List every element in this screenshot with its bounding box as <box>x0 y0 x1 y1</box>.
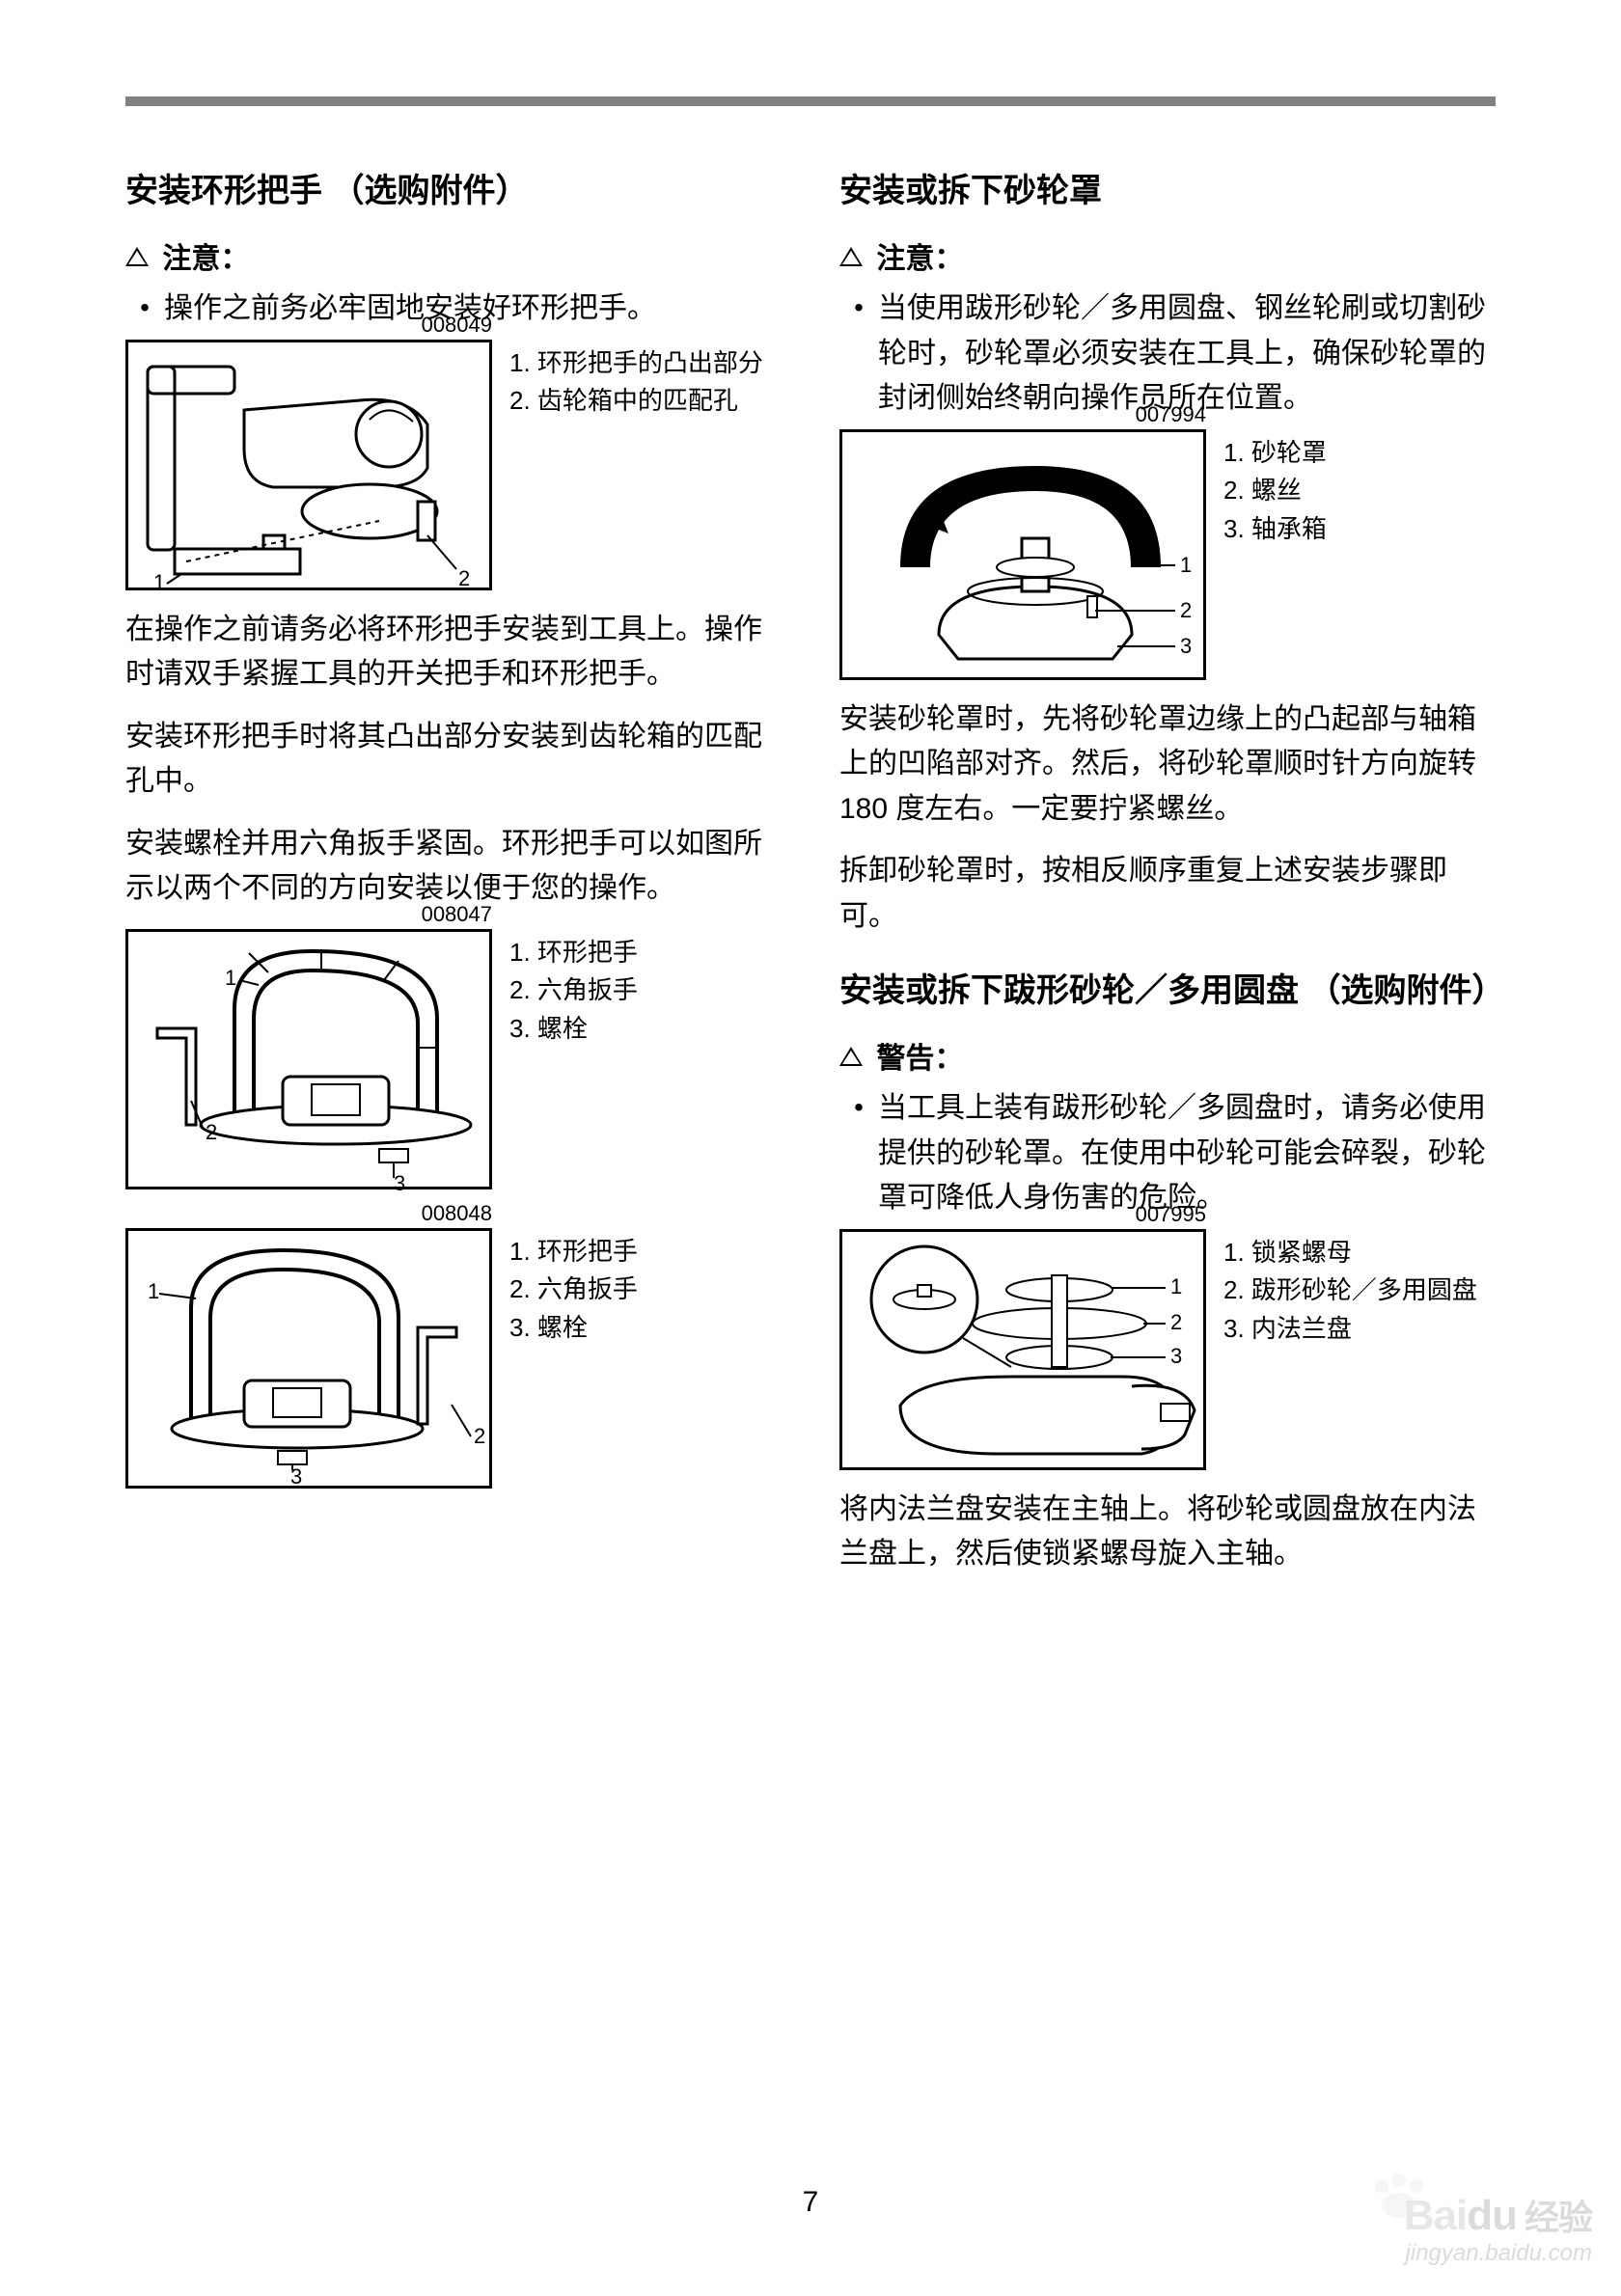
svg-text:2: 2 <box>1180 598 1192 622</box>
legend-item: 1. 环形把手 <box>509 1234 638 1271</box>
caution-row: 注意： <box>839 234 1496 277</box>
loop-handle-side-icon: 1 2 3 <box>128 1231 495 1491</box>
figure-box: 1 2 3 <box>839 429 1206 680</box>
legend-item: 1. 环形把手的凸出部分 <box>509 345 763 382</box>
figure-block-008048: 008048 1 2 <box>125 1228 782 1489</box>
figure-legend: 1. 锁紧螺母 2. 跋形砂轮／多用圆盘 3. 内法兰盘 <box>1223 1229 1477 1350</box>
svg-text:3: 3 <box>394 1171 405 1192</box>
figure-block-008047: 008047 <box>125 929 782 1189</box>
section-title-wheel-guard: 安装或拆下砂轮罩 <box>839 164 1496 211</box>
svg-text:1: 1 <box>148 1279 159 1303</box>
svg-text:2: 2 <box>474 1424 485 1448</box>
wheel-guard-icon: 1 2 3 <box>842 432 1209 683</box>
paw-icon <box>1370 2173 1428 2221</box>
figure-id: 008047 <box>422 902 492 927</box>
bullet-dot: • <box>839 287 878 422</box>
caution-label: 注意： <box>162 243 249 275</box>
svg-text:1: 1 <box>1170 1274 1182 1298</box>
top-bar <box>125 96 1496 106</box>
figure-box: 1 2 3 <box>125 1228 492 1489</box>
legend-item: 3. 螺栓 <box>509 1310 638 1347</box>
left-column: 安装环形把手 （选购附件） 注意： • 操作之前务必牢固地安装好环形把手。 00… <box>125 164 782 1577</box>
legend-item: 1. 锁紧螺母 <box>1223 1235 1477 1271</box>
figure-box: 1 2 3 <box>839 1229 1206 1470</box>
section-title-loop-handle: 安装环形把手 （选购附件） <box>125 164 782 211</box>
caution-icon <box>839 247 863 266</box>
right-column: 安装或拆下砂轮罩 注意： • 当使用跋形砂轮／多用圆盘、钢丝轮刷或切割砂轮时，砂… <box>839 164 1496 1577</box>
warning-label: 警告： <box>876 1043 963 1075</box>
legend-item: 1. 环形把手 <box>509 935 638 971</box>
paragraph: 在操作之前请务必将环形把手安装到工具上。操作时请双手紧握工具的开关把手和环形把手… <box>125 608 782 697</box>
legend-item: 2. 齿轮箱中的匹配孔 <box>509 383 763 420</box>
figure-id: 007995 <box>1136 1202 1206 1227</box>
figure-box: 1 2 <box>125 340 492 590</box>
figure-block-007995: 007995 <box>839 1229 1496 1470</box>
tool-diagram-icon: 1 2 <box>128 342 495 593</box>
paragraph: 将内法兰盘安装在主轴上。将砂轮或圆盘放在内法兰盘上，然后使锁紧螺母旋入主轴。 <box>839 1488 1496 1577</box>
figure-box: 1 2 3 <box>125 929 492 1189</box>
legend-item: 1. 砂轮罩 <box>1223 435 1327 472</box>
paragraph: 安装砂轮罩时，先将砂轮罩边缘上的凸起部与轴箱上的凹陷部对齐。然后，将砂轮罩顺时针… <box>839 697 1496 833</box>
svg-text:1: 1 <box>225 966 236 990</box>
watermark-cn: 经验 <box>1525 2198 1592 2237</box>
figure-legend: 1. 环形把手 2. 六角扳手 3. 螺栓 <box>509 1228 638 1349</box>
legend-item: 2. 跋形砂轮／多用圆盘 <box>1223 1272 1477 1309</box>
paragraph: 安装环形把手时将其凸出部分安装到齿轮箱的匹配孔中。 <box>125 715 782 805</box>
svg-text:3: 3 <box>1170 1344 1182 1368</box>
legend-item: 2. 六角扳手 <box>509 972 638 1009</box>
figure-block-008049: 008049 <box>125 340 782 590</box>
svg-text:2: 2 <box>1170 1310 1182 1334</box>
watermark-du: du <box>1467 2192 1517 2239</box>
bullet-dot: • <box>125 287 164 332</box>
svg-text:1: 1 <box>1180 553 1192 577</box>
warning-icon <box>839 1047 863 1066</box>
section-title-depressed-wheel: 安装或拆下跋形砂轮／多用圆盘 （选购附件） <box>839 964 1496 1011</box>
warning-row: 警告： <box>839 1034 1496 1077</box>
paragraph: 安装螺栓并用六角扳手紧固。环形把手可以如图所示以两个不同的方向安装以便于您的操作… <box>125 822 782 912</box>
caution-row: 注意： <box>125 234 782 277</box>
page-content: 安装环形把手 （选购附件） 注意： • 操作之前务必牢固地安装好环形把手。 00… <box>125 164 1496 1577</box>
caution-label: 注意： <box>876 243 963 275</box>
legend-item: 3. 内法兰盘 <box>1223 1311 1477 1348</box>
caution-icon <box>125 247 149 266</box>
legend-item: 2. 六角扳手 <box>509 1271 638 1308</box>
svg-text:2: 2 <box>206 1120 217 1144</box>
figure-id: 008049 <box>422 313 492 338</box>
figure-legend: 1. 砂轮罩 2. 螺丝 3. 轴承箱 <box>1223 429 1327 550</box>
figure-id: 007994 <box>1136 402 1206 427</box>
watermark: Baidu经验 jingyan.baidu.com <box>1245 2190 1592 2267</box>
figure-legend: 1. 环形把手的凸出部分 2. 齿轮箱中的匹配孔 <box>509 340 763 422</box>
figure-id: 008048 <box>422 1201 492 1226</box>
legend-item: 3. 轴承箱 <box>1223 511 1327 548</box>
wheel-assembly-icon: 1 2 3 <box>842 1232 1209 1473</box>
paragraph: 拆卸砂轮罩时，按相反顺序重复上述安装步骤即可。 <box>839 849 1496 939</box>
figure-legend: 1. 环形把手 2. 六角扳手 3. 螺栓 <box>509 929 638 1050</box>
svg-text:1: 1 <box>153 570 165 593</box>
figure-block-007994: 007994 <box>839 429 1496 680</box>
bullet-dot: • <box>839 1086 878 1221</box>
legend-item: 2. 螺丝 <box>1223 473 1327 509</box>
legend-item: 3. 螺栓 <box>509 1011 638 1048</box>
watermark-url: jingyan.baidu.com <box>1245 2240 1592 2267</box>
svg-text:2: 2 <box>458 566 470 590</box>
loop-handle-front-icon: 1 2 3 <box>128 932 495 1192</box>
svg-text:3: 3 <box>1180 634 1192 658</box>
